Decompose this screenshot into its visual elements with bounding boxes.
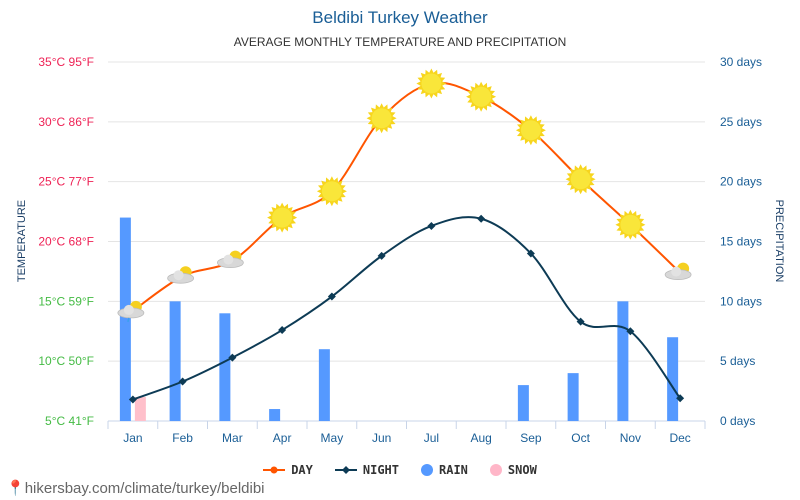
- x-tick-label: Mar: [222, 431, 243, 445]
- x-tick-label: Apr: [273, 431, 292, 445]
- night-point: [128, 395, 137, 404]
- legend: DAY NIGHT RAIN SNOW: [0, 463, 800, 477]
- rain-bar: [567, 373, 579, 421]
- legend-rain[interactable]: RAIN: [421, 463, 468, 477]
- y-right-tick-label: 20 days: [720, 175, 762, 189]
- sun-icon-core: [620, 214, 641, 235]
- rain-bar: [219, 313, 231, 421]
- x-tick-label: May: [321, 431, 344, 445]
- x-tick-label: Jan: [123, 431, 142, 445]
- footer-text: hikersbay.com/climate/turkey/beldibi: [24, 480, 265, 497]
- night-point: [477, 214, 486, 223]
- night-point: [626, 327, 635, 336]
- cloud-icon-puff: [223, 254, 234, 265]
- footer-link[interactable]: 📍hikersbay.com/climate/turkey/beldibi: [6, 479, 265, 497]
- night-point: [278, 326, 287, 335]
- rain-drop-icon: [127, 317, 130, 323]
- rain-bar: [617, 301, 629, 421]
- night-point: [377, 251, 386, 260]
- day-line: [132, 81, 681, 312]
- x-tick-label: Feb: [172, 431, 193, 445]
- y-right-tick-label: 0 days: [720, 414, 755, 428]
- rain-bar: [517, 385, 529, 421]
- cloud-icon-puff: [671, 266, 682, 277]
- rain-bar: [667, 337, 679, 421]
- y-left-tick-label: 20°C 68°F: [38, 235, 94, 249]
- rain-bar: [119, 217, 131, 421]
- x-tick-label: Nov: [620, 431, 641, 445]
- snow-bar: [134, 397, 146, 421]
- legend-snow-label: SNOW: [507, 463, 537, 477]
- cloud-icon-puff: [123, 304, 134, 315]
- x-tick-label: Aug: [470, 431, 491, 445]
- sun-icon-core: [471, 86, 492, 107]
- night-point: [526, 249, 535, 258]
- legend-snow[interactable]: SNOW: [489, 463, 537, 477]
- x-tick-label: Dec: [669, 431, 690, 445]
- sun-icon-core: [321, 181, 342, 202]
- y-left-tick-label: 25°C 77°F: [38, 175, 94, 189]
- legend-night-label: NIGHT: [362, 463, 399, 477]
- x-tick-label: Jul: [424, 431, 439, 445]
- chart-title: Beldibi Turkey Weather: [312, 8, 488, 27]
- cloud-icon-puff: [173, 270, 184, 281]
- y-left-tick-label: 30°C 86°F: [38, 115, 94, 129]
- y-right-tick-label: 25 days: [720, 115, 762, 129]
- x-tick-label: Oct: [571, 431, 590, 445]
- x-tick-label: Jun: [372, 431, 391, 445]
- legend-day[interactable]: DAY: [263, 463, 313, 477]
- y-right-tick-label: 10 days: [720, 294, 762, 308]
- location-pin-icon: 📍: [6, 480, 25, 497]
- chart-subtitle: AVERAGE MONTHLY TEMPERATURE AND PRECIPIT…: [233, 35, 567, 49]
- legend-rain-label: RAIN: [439, 463, 468, 477]
- y-left-tick-label: 15°C 59°F: [38, 294, 94, 308]
- y-left-tick-label: 5°C 41°F: [45, 414, 94, 428]
- sun-icon-core: [272, 207, 293, 228]
- night-line: [132, 216, 681, 401]
- night-point: [576, 317, 585, 326]
- night-point: [676, 394, 685, 403]
- sun-icon-core: [421, 73, 442, 94]
- x-tick-label: Sep: [520, 431, 542, 445]
- y-right-axis-title: PRECIPITATION: [773, 200, 785, 283]
- night-point: [178, 377, 187, 386]
- y-left-tick-label: 35°C 95°F: [38, 55, 94, 69]
- sun-icon-core: [371, 108, 392, 129]
- legend-night[interactable]: NIGHT: [334, 463, 399, 477]
- rain-bar: [318, 349, 330, 421]
- rain-bar: [269, 409, 281, 421]
- y-right-tick-label: 30 days: [720, 55, 762, 69]
- y-left-tick-label: 10°C 50°F: [38, 354, 94, 368]
- y-right-tick-label: 5 days: [720, 354, 755, 368]
- y-right-tick-label: 15 days: [720, 235, 762, 249]
- rain-bar: [169, 301, 181, 421]
- legend-day-label: DAY: [291, 463, 313, 477]
- sun-icon-core: [520, 120, 541, 141]
- night-point: [228, 353, 237, 362]
- night-point: [327, 292, 336, 301]
- y-left-axis-title: TEMPERATURE: [16, 200, 28, 282]
- night-point: [427, 221, 436, 230]
- sun-icon-core: [570, 169, 591, 190]
